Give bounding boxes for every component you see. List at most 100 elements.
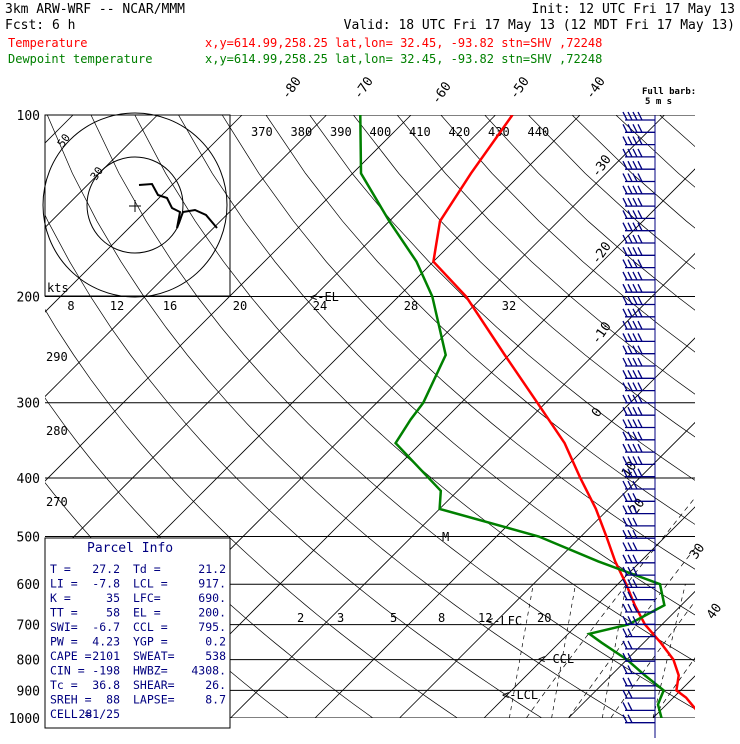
parcel-value: 21.2	[198, 562, 226, 576]
pressure-label: 200	[17, 291, 40, 306]
wind-barb	[623, 321, 655, 329]
dry-adiabat	[179, 115, 740, 718]
wind-barb	[623, 715, 655, 723]
pressure-label: 900	[17, 684, 40, 699]
wind-barb	[623, 174, 655, 182]
wind-barb	[623, 395, 655, 403]
dry-adiabat	[222, 115, 740, 718]
temperature-trace	[433, 115, 708, 718]
parcel-value: 281/25	[78, 707, 120, 721]
forecast-hour: Fcst: 6 h	[5, 18, 75, 33]
mixing-ratio-label: 20	[537, 611, 551, 625]
wind-barb	[623, 309, 655, 317]
wind-barb	[623, 112, 655, 120]
theta-label: 440	[528, 125, 550, 139]
theta-label: 420	[449, 125, 471, 139]
wind-barbs	[623, 112, 655, 738]
hodograph-ring-label: 30	[88, 164, 106, 182]
parcel-value: 200.	[198, 606, 226, 620]
dry-adiabat	[660, 115, 740, 718]
parcel-key: T =	[50, 562, 71, 576]
barb-key-units: 5 m s	[645, 97, 672, 107]
pressure-label: 800	[17, 654, 40, 669]
parcel-value: 0.2	[205, 635, 226, 649]
wind-barb	[623, 702, 655, 710]
parcel-value: 4308.	[191, 664, 226, 678]
mixing-ratio-label: 3	[337, 611, 344, 625]
theta-label: 390	[330, 125, 352, 139]
traces	[360, 115, 708, 718]
wind-barb	[623, 198, 655, 206]
isotherm-label: -80	[279, 74, 305, 102]
dew-info: x,y=614.99,258.25 lat,lon= 32.45, -93.82…	[205, 52, 602, 66]
wind-barb	[623, 555, 655, 563]
parcel-value: -198	[92, 664, 120, 678]
parcel-key: CIN =	[50, 664, 85, 678]
parcel-value: 26.	[205, 678, 226, 692]
parcel-key: CCL =	[133, 620, 168, 634]
parcel-value: 538	[205, 649, 226, 663]
theta-label: 370	[251, 125, 273, 139]
hodograph-tick: 32	[502, 299, 516, 313]
parcel-row: CELL =281/25	[50, 707, 120, 721]
mixing-ratio-line	[653, 584, 685, 718]
wind-barb	[623, 260, 655, 268]
level-marker: <-CCL	[538, 652, 574, 666]
isotherm-label: 30	[687, 541, 708, 562]
hodograph-ring-label: 50	[55, 131, 73, 149]
dry-adiabat	[703, 115, 740, 718]
parcel-value: 27.2	[92, 562, 120, 576]
isotherm-line	[146, 115, 740, 718]
isotherm-label: -40	[583, 74, 609, 102]
level-marker: <-LCL	[502, 688, 538, 702]
wind-barb	[623, 161, 655, 169]
wind-barb	[623, 272, 655, 280]
parcel-key: SWEAT=	[133, 649, 175, 663]
wind-barb	[623, 543, 655, 551]
level-marker: M	[442, 530, 449, 544]
parcel-key: SHEAR=	[133, 678, 175, 692]
pressure-label: 600	[17, 578, 40, 593]
parcel-key: K =	[50, 591, 71, 605]
wind-barb	[623, 297, 655, 305]
parcel-key: EL =	[133, 606, 161, 620]
isotherm-label: -10	[589, 319, 615, 347]
parcel-value: 35	[106, 591, 120, 605]
wind-barb	[623, 210, 655, 218]
parcel-key: Tc =	[50, 678, 78, 692]
temp-info: x,y=614.99,258.25 lat,lon= 32.45, -93.82…	[205, 36, 602, 50]
wind-barb	[623, 247, 655, 255]
parcel-key: YGP =	[133, 635, 168, 649]
valid-time: Valid: 18 UTC Fri 17 May 13 (12 MDT Fri …	[344, 18, 735, 33]
parcel-title: Parcel Info	[87, 541, 173, 556]
wind-barb	[623, 481, 655, 489]
init-time: Init: 12 UTC Fri 17 May 13	[532, 2, 736, 17]
parcel-key: TT =	[50, 606, 78, 620]
isotherm-label: -60	[429, 79, 455, 107]
hodograph-unit: kts	[47, 281, 69, 295]
wind-barb	[623, 370, 655, 378]
theta-label: 280	[46, 424, 68, 438]
parcel-value: 8.7	[205, 693, 226, 707]
wind-barb	[623, 518, 655, 526]
parcel-key: CAPE =	[50, 649, 92, 663]
theta-label: 270	[46, 495, 68, 509]
hodograph-tick: 20	[233, 299, 247, 313]
theta-label: 400	[370, 125, 392, 139]
wind-barb	[623, 149, 655, 157]
wind-barb	[623, 530, 655, 538]
parcel-key: SWI=	[50, 620, 78, 634]
wind-barb	[623, 383, 655, 391]
wind-barb	[623, 444, 655, 452]
pressure-label: 100	[17, 109, 40, 124]
isotherm-label: -70	[351, 74, 377, 102]
parcel-value: -7.8	[92, 577, 120, 591]
mixing-ratio-label: 8	[438, 611, 445, 625]
pressure-label: 1000	[9, 712, 40, 727]
isotherm-label: 40	[704, 601, 725, 622]
wind-barb	[623, 358, 655, 366]
dry-adiabat	[397, 115, 740, 718]
